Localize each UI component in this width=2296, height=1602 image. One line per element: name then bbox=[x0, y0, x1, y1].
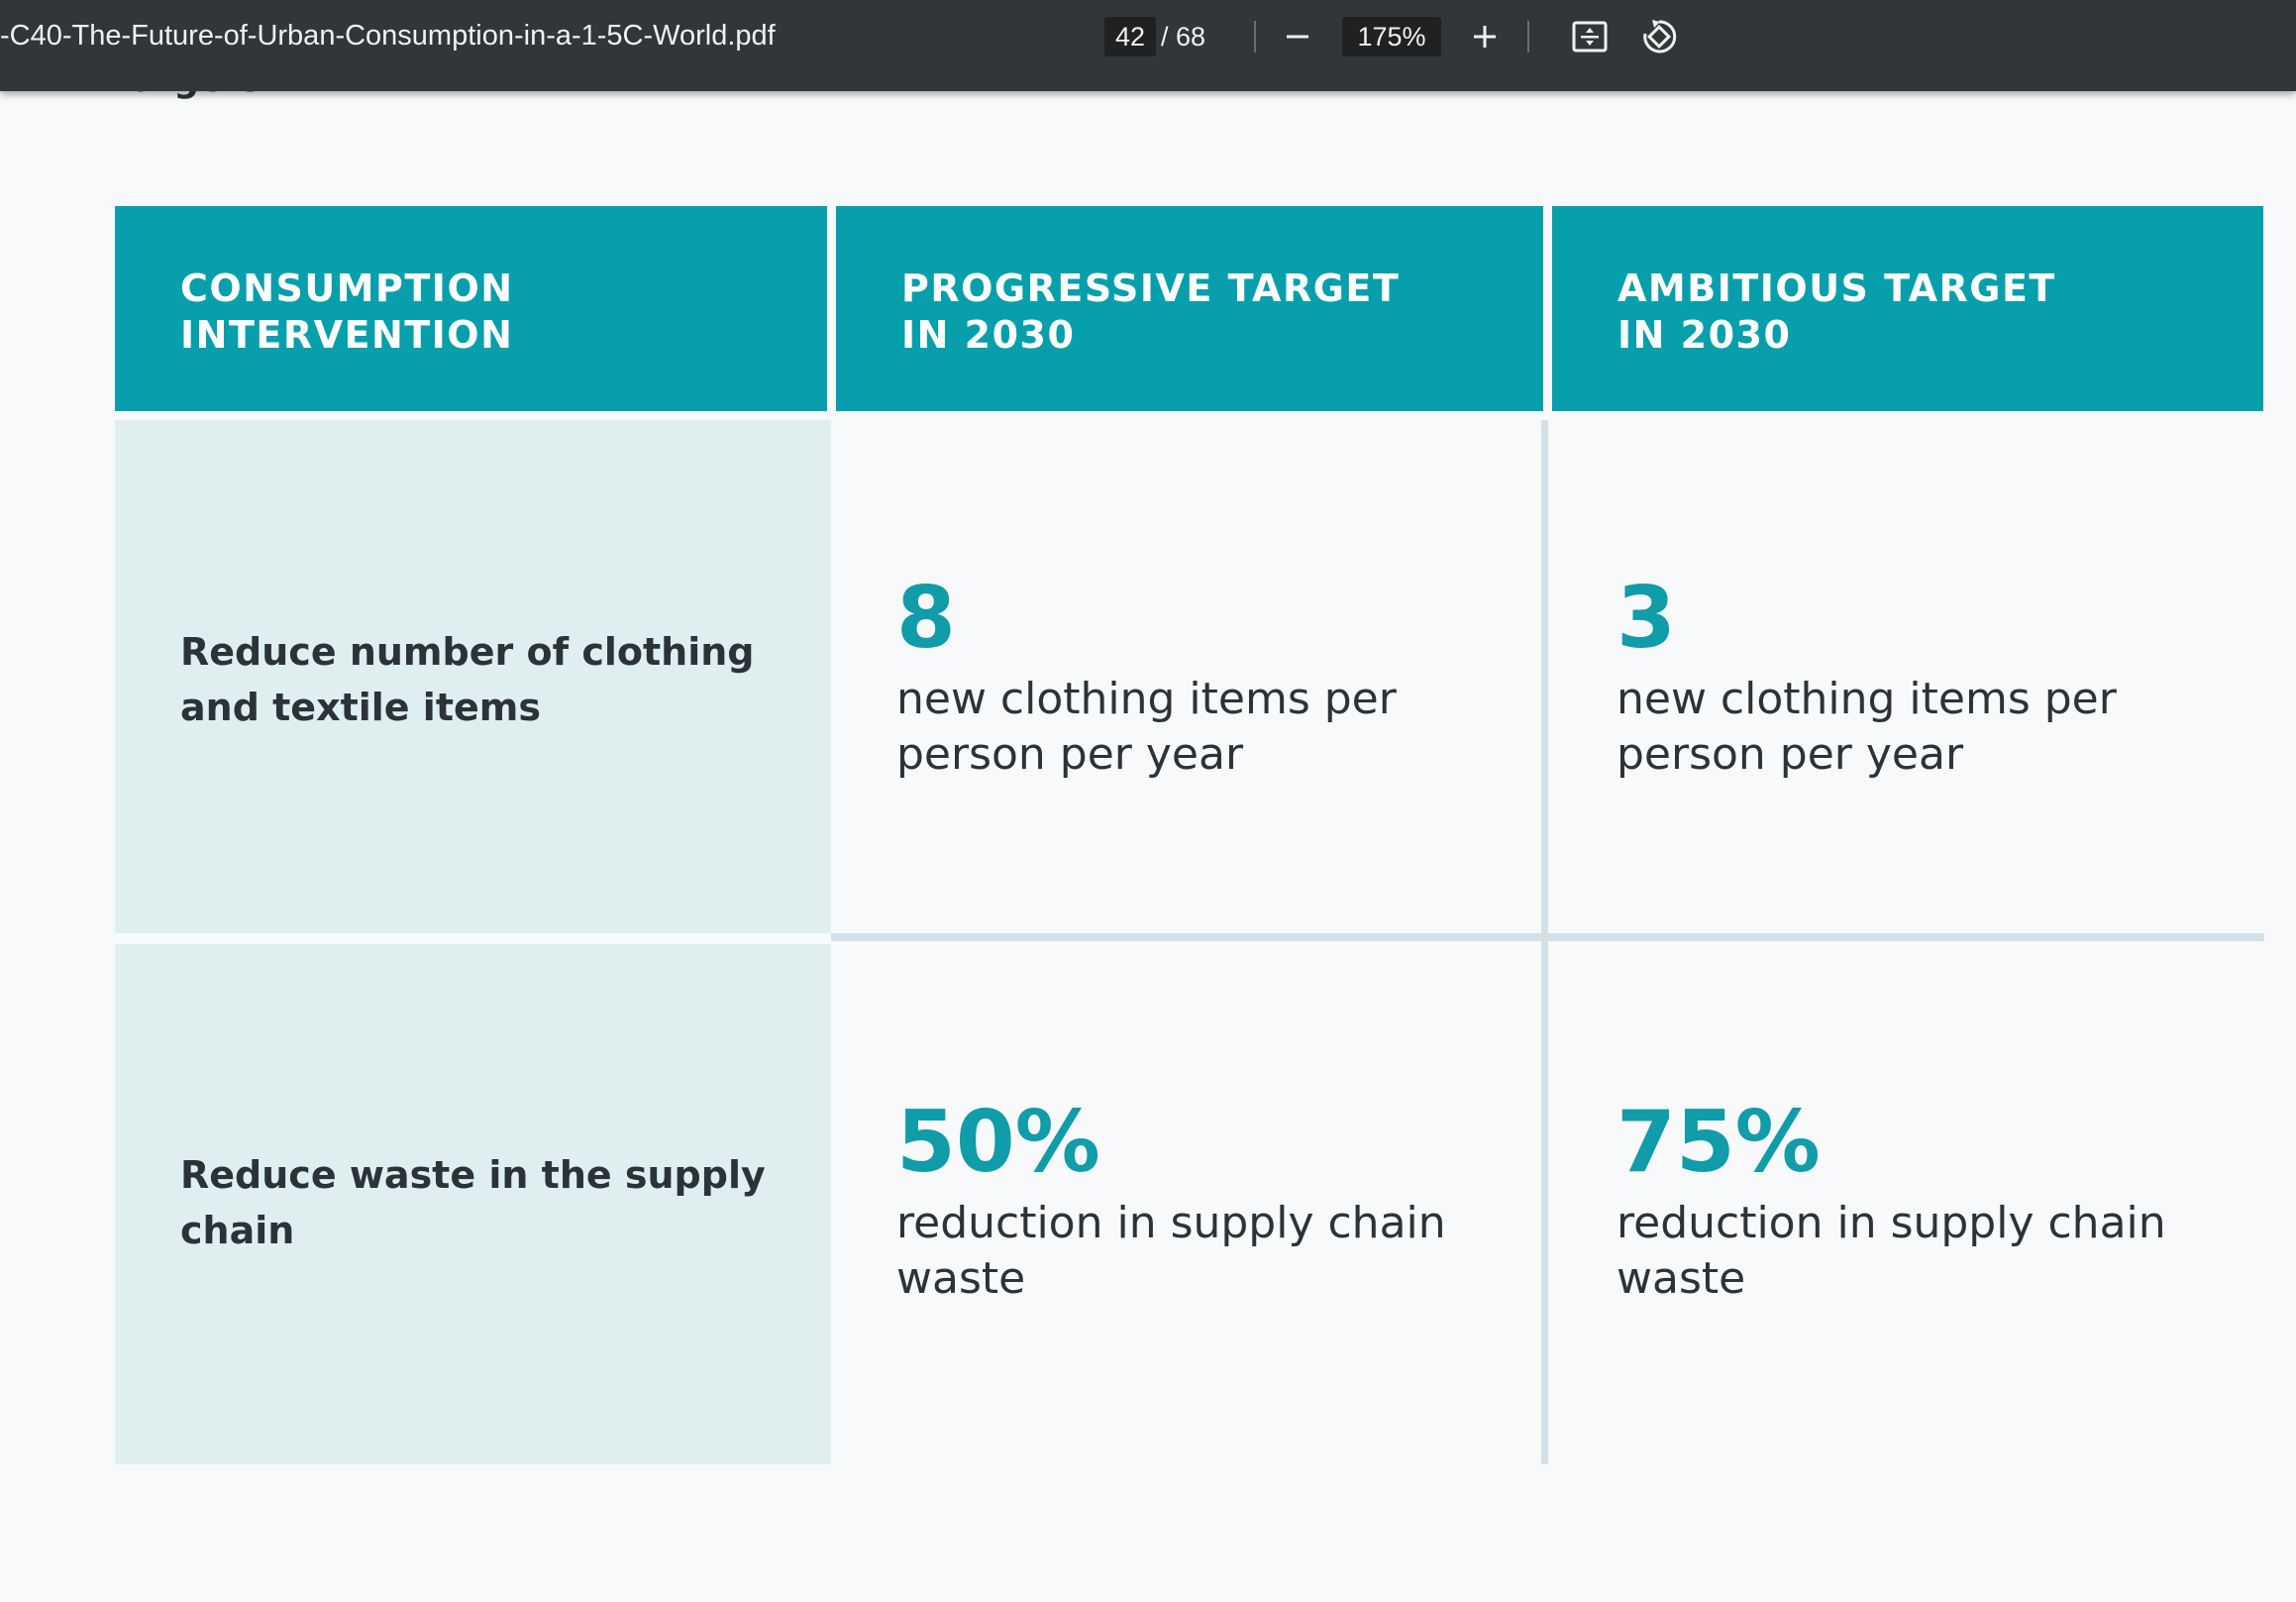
document-title: -C40-The-Future-of-Urban-Consumption-in-… bbox=[0, 20, 776, 52]
table-row-label-cell: Reduce number of clothing and textile it… bbox=[115, 420, 831, 933]
ambitious-description: reduction in supply chain waste bbox=[1617, 1198, 2166, 1304]
header-line: PROGRESSIVE TARGET bbox=[901, 267, 1401, 310]
table-header-cell: CONSUMPTION INTERVENTION bbox=[115, 206, 827, 411]
minus-icon bbox=[1287, 35, 1308, 39]
intervention-label: Reduce waste in the supply chain bbox=[180, 1153, 766, 1252]
header-line: INTERVENTION bbox=[180, 313, 514, 357]
table-cell-progressive: 8 new clothing items per person per year bbox=[831, 420, 1544, 933]
progressive-value: 50% bbox=[896, 1093, 1100, 1192]
table-cell-ambitious: 3 new clothing items per person per year bbox=[1551, 420, 2264, 933]
ambitious-description: new clothing items per person per year bbox=[1617, 674, 2117, 780]
header-line: IN 2030 bbox=[1618, 313, 1792, 357]
table-cell-ambitious: 75% reduction in supply chain waste bbox=[1551, 944, 2264, 1464]
table-header-cell: PROGRESSIVE TARGET IN 2030 bbox=[836, 206, 1543, 411]
progressive-value: 8 bbox=[896, 569, 956, 668]
table-header-cell: AMBITIOUS TARGET IN 2030 bbox=[1552, 206, 2263, 411]
ambitious-value: 75% bbox=[1617, 1093, 1821, 1192]
header-progressive-target: PROGRESSIVE TARGET IN 2030 bbox=[901, 266, 1400, 359]
toolbar-divider bbox=[1527, 21, 1529, 53]
rotate-icon bbox=[1643, 20, 1677, 53]
pdf-toolbar: -C40-The-Future-of-Urban-Consumption-in-… bbox=[0, 0, 2296, 91]
ambitious-value: 3 bbox=[1617, 569, 1676, 668]
table-cell-progressive: 50% reduction in supply chain waste bbox=[831, 944, 1544, 1464]
table-row-label-cell: Reduce waste in the supply chain bbox=[115, 944, 831, 1464]
zoom-out-button[interactable] bbox=[1273, 12, 1322, 61]
zoom-in-button[interactable] bbox=[1460, 12, 1510, 61]
header-line: IN 2030 bbox=[901, 313, 1076, 357]
row-divider bbox=[831, 933, 2264, 941]
fit-to-page-button[interactable] bbox=[1565, 12, 1615, 61]
header-ambitious-target: AMBITIOUS TARGET IN 2030 bbox=[1618, 266, 2056, 359]
page-number-input[interactable]: 42 bbox=[1104, 17, 1156, 56]
page-total: / 68 bbox=[1161, 22, 1206, 52]
toolbar-divider bbox=[1254, 21, 1256, 53]
progressive-description: new clothing items per person per year bbox=[896, 674, 1397, 780]
zoom-level-input[interactable]: 175% bbox=[1342, 17, 1441, 56]
header-consumption-intervention: CONSUMPTION INTERVENTION bbox=[180, 266, 514, 359]
progressive-description: reduction in supply chain waste bbox=[896, 1198, 1446, 1304]
header-line: AMBITIOUS TARGET bbox=[1618, 267, 2056, 310]
plus-icon bbox=[1474, 26, 1496, 48]
column-divider bbox=[1541, 420, 1548, 1464]
fit-page-icon bbox=[1572, 21, 1608, 53]
rotate-button[interactable] bbox=[1634, 12, 1684, 61]
header-line: CONSUMPTION bbox=[180, 267, 514, 310]
intervention-label: Reduce number of clothing and textile it… bbox=[180, 630, 755, 729]
